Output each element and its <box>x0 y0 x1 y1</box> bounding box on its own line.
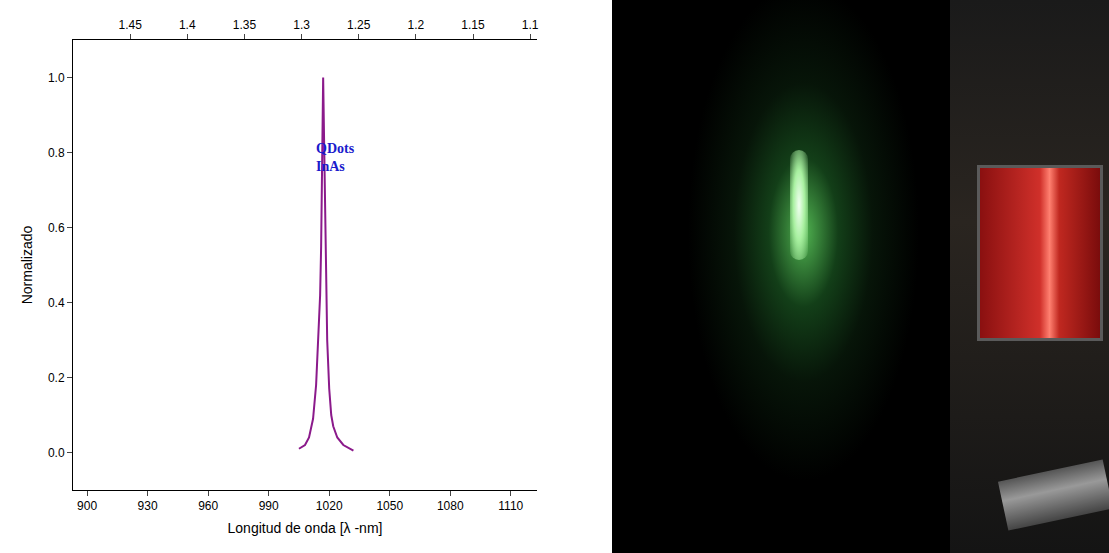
svg-text:1.45: 1.45 <box>118 18 142 32</box>
svg-text:1020: 1020 <box>316 499 343 513</box>
svg-text:Longitud de onda [λ -nm]: Longitud de onda [λ -nm] <box>228 520 383 536</box>
svg-text:0.0: 0.0 <box>48 446 65 460</box>
svg-text:1.15: 1.15 <box>461 18 485 32</box>
svg-text:1.25: 1.25 <box>347 18 371 32</box>
svg-text:0.4: 0.4 <box>48 296 65 310</box>
svg-text:1.3: 1.3 <box>293 18 310 32</box>
svg-text:Normalizado: Normalizado <box>19 225 35 304</box>
svg-text:1110: 1110 <box>498 499 523 513</box>
svg-text:1080: 1080 <box>437 499 464 513</box>
svg-text:1.0: 1.0 <box>48 71 65 85</box>
svg-text:0.2: 0.2 <box>48 371 65 385</box>
svg-text:0.8: 0.8 <box>48 146 65 160</box>
svg-text:1.35: 1.35 <box>233 18 257 32</box>
svg-text:1.4: 1.4 <box>179 18 196 32</box>
svg-text:930: 930 <box>138 499 158 513</box>
svg-text:990: 990 <box>259 499 279 513</box>
svg-text:900: 900 <box>77 499 97 513</box>
svg-text:1.2: 1.2 <box>408 18 425 32</box>
svg-text:QDotsInAs: QDotsInAs <box>316 141 355 174</box>
svg-text:0.6: 0.6 <box>48 221 65 235</box>
svg-text:1050: 1050 <box>376 499 403 513</box>
svg-text:1.1: 1.1 <box>522 18 539 32</box>
svg-text:960: 960 <box>198 499 218 513</box>
